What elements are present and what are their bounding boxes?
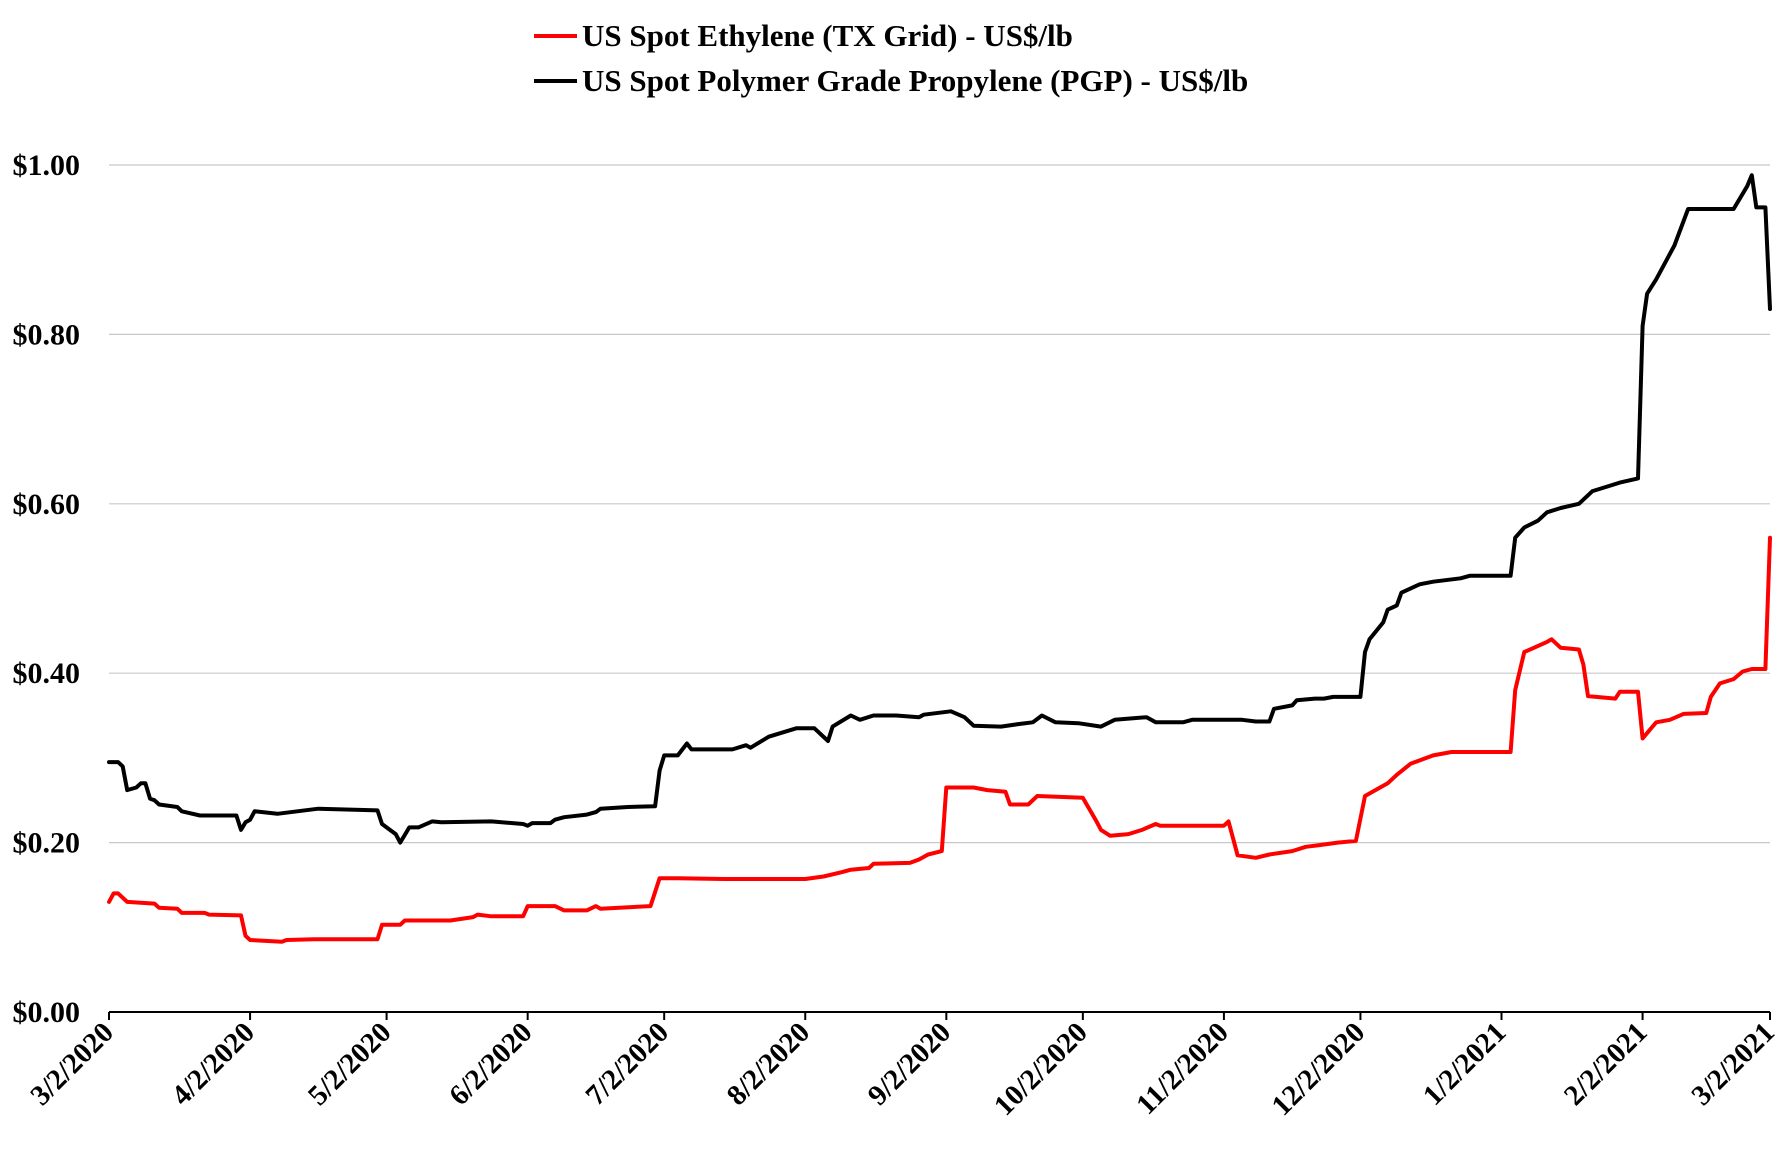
y-tick-label: $1.00 — [13, 149, 81, 182]
series-line-ethylene — [107, 535, 1772, 944]
y-tick-label: $0.40 — [13, 657, 81, 690]
x-tick-label: 1/2/2021 — [1417, 1016, 1513, 1112]
x-tick-label: 4/2/2020 — [165, 1016, 261, 1112]
x-tick-label: 6/2/2020 — [443, 1016, 539, 1112]
x-axis: 3/2/2020 4/2/2020 5/2/2020 6/2/2020 7/2/2020… — [24, 1011, 1781, 1122]
x-tick-label: 12/2/2020 — [1266, 1016, 1372, 1122]
y-tick-label: $0.00 — [13, 996, 81, 1029]
x-tick-label: 9/2/2020 — [862, 1016, 958, 1112]
x-tick-label: 3/2/2021 — [1685, 1016, 1781, 1112]
gridlines — [109, 164, 1770, 844]
legend-label-propylene: US Spot Polymer Grade Propylene (PGP) - … — [582, 63, 1248, 98]
y-tick-label: $0.20 — [13, 827, 81, 860]
x-tick-label: 7/2/2020 — [580, 1016, 676, 1112]
series-line-propylene — [107, 173, 1772, 845]
y-tick-label: $0.60 — [13, 488, 81, 521]
x-tick-label: 8/2/2020 — [721, 1016, 817, 1112]
x-tick-label: 11/2/2020 — [1130, 1016, 1235, 1121]
x-tick-label: 5/2/2020 — [302, 1016, 398, 1112]
x-tick-label: 2/2/2021 — [1558, 1016, 1654, 1112]
y-axis-tick-labels: $0.00 $0.20 $0.40 $0.60 $0.80 $1.00 — [13, 149, 81, 1029]
legend: US Spot Ethylene (TX Grid) - US$/lb US S… — [534, 18, 1248, 98]
x-tick-label: 3/2/2020 — [24, 1016, 120, 1112]
x-tick-label: 10/2/2020 — [988, 1016, 1094, 1122]
legend-label-ethylene: US Spot Ethylene (TX Grid) - US$/lb — [582, 18, 1073, 53]
series-layer — [107, 173, 1772, 944]
y-tick-label: $0.80 — [13, 318, 81, 351]
